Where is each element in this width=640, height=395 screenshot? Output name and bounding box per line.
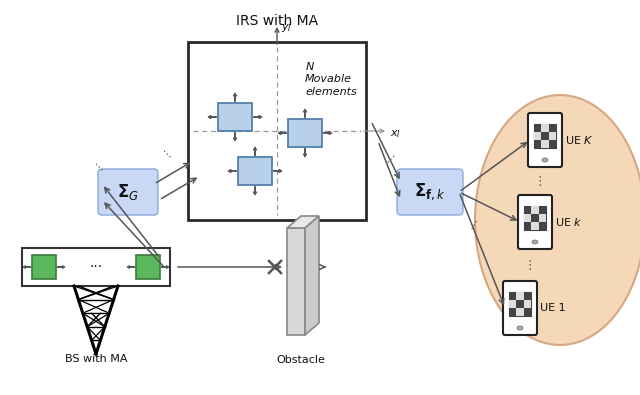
FancyArrow shape [228, 169, 237, 173]
Bar [509, 300, 516, 308]
Bar [524, 206, 531, 214]
Bar [516, 292, 524, 300]
Bar [524, 214, 531, 222]
FancyBboxPatch shape [528, 113, 562, 167]
Bar [541, 124, 548, 132]
Bar [531, 222, 539, 230]
Bar [548, 124, 556, 132]
Polygon shape [287, 228, 305, 335]
FancyBboxPatch shape [397, 169, 463, 215]
FancyArrow shape [253, 147, 257, 156]
Bar [531, 214, 539, 222]
Bar [136, 255, 160, 279]
Bar [531, 206, 539, 214]
Text: $y_I$: $y_I$ [281, 22, 292, 34]
Bar [509, 292, 516, 300]
Bar [238, 157, 272, 185]
Text: $N$
Movable
elements: $N$ Movable elements [305, 60, 356, 97]
Bar [516, 300, 524, 308]
Text: ⋮: ⋮ [90, 156, 106, 171]
Bar [548, 132, 556, 140]
Text: UE $k$: UE $k$ [555, 216, 582, 228]
FancyArrow shape [253, 115, 262, 119]
FancyArrow shape [278, 131, 287, 135]
Bar [218, 103, 252, 131]
FancyBboxPatch shape [503, 281, 537, 335]
Bar [509, 308, 516, 316]
FancyArrow shape [273, 169, 282, 173]
FancyArrow shape [253, 186, 257, 195]
Bar [534, 124, 556, 148]
Bar [524, 222, 531, 230]
Bar [534, 140, 541, 148]
FancyArrow shape [323, 131, 332, 135]
Bar [541, 132, 548, 140]
Text: BS with MA: BS with MA [65, 354, 127, 364]
Polygon shape [287, 216, 319, 228]
Text: ⋮: ⋮ [524, 258, 536, 271]
Bar [541, 140, 548, 148]
Bar [539, 222, 546, 230]
FancyArrow shape [233, 132, 237, 141]
Bar [534, 124, 541, 132]
FancyArrow shape [303, 109, 307, 118]
Ellipse shape [475, 95, 640, 345]
Ellipse shape [542, 158, 548, 162]
Text: Obstacle: Obstacle [276, 355, 325, 365]
FancyArrow shape [57, 265, 65, 269]
Text: ⋮: ⋮ [159, 143, 173, 158]
Bar [509, 292, 531, 316]
Bar [524, 308, 531, 316]
Text: ⋮: ⋮ [534, 175, 547, 188]
Text: IRS with MA: IRS with MA [236, 14, 318, 28]
Bar [188, 42, 366, 220]
Bar [32, 255, 56, 279]
FancyArrow shape [23, 265, 31, 269]
FancyBboxPatch shape [518, 195, 552, 249]
FancyArrow shape [208, 115, 217, 119]
Text: $\boldsymbol{\Sigma}_G$: $\boldsymbol{\Sigma}_G$ [117, 182, 139, 202]
Bar [524, 300, 531, 308]
Text: ···: ··· [90, 260, 102, 274]
Bar [288, 119, 322, 147]
FancyArrow shape [127, 265, 135, 269]
Text: ⋮: ⋮ [465, 220, 479, 234]
Text: UE 1: UE 1 [540, 303, 566, 313]
Bar [534, 132, 541, 140]
FancyArrow shape [303, 148, 307, 157]
Bar [548, 140, 556, 148]
Text: UE $K$: UE $K$ [565, 134, 594, 146]
Text: $\boldsymbol{\Sigma}_{\mathbf{f},k}$: $\boldsymbol{\Sigma}_{\mathbf{f},k}$ [414, 182, 446, 202]
Bar [524, 206, 546, 230]
Bar [524, 292, 531, 300]
FancyArrow shape [161, 265, 169, 269]
FancyBboxPatch shape [98, 169, 158, 215]
Text: $x_I$: $x_I$ [390, 128, 401, 140]
Polygon shape [305, 216, 319, 335]
Bar [516, 308, 524, 316]
FancyArrow shape [233, 93, 237, 102]
Ellipse shape [517, 326, 523, 330]
Bar [22, 248, 170, 286]
Bar [539, 214, 546, 222]
Text: ⋮: ⋮ [381, 154, 396, 169]
Ellipse shape [532, 240, 538, 244]
Bar [539, 206, 546, 214]
